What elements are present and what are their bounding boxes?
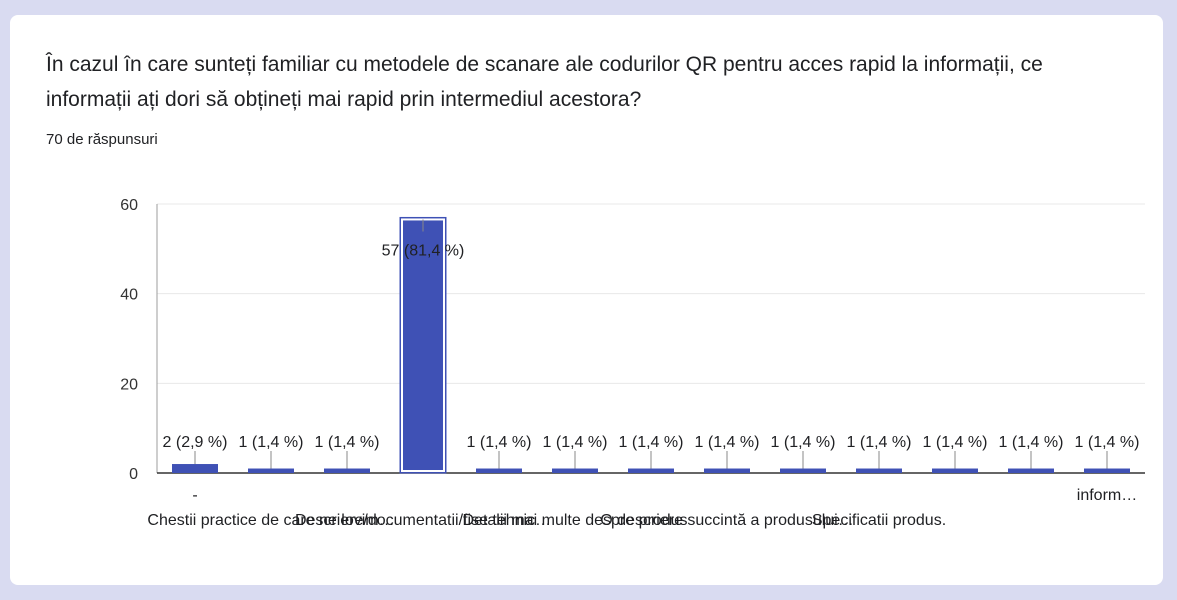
x-tick-labels: - Chestii practice de care ne lovim…Descr… — [147, 487, 1137, 529]
bar[interactable] — [1084, 468, 1130, 473]
data-label: 57 (81,4 %) — [382, 242, 465, 259]
x-tick-label: Descriere/documentatii/fise tehnic… — [295, 512, 551, 529]
x-tick-label: Specificatii produs. — [812, 512, 946, 529]
bars — [172, 216, 1130, 474]
bar[interactable] — [476, 468, 522, 473]
y-tick-label: 20 — [120, 376, 138, 393]
bar[interactable] — [704, 468, 750, 473]
bar[interactable] — [172, 464, 218, 473]
bar[interactable] — [932, 468, 978, 473]
data-label: 1 (1,4 %) — [1075, 434, 1140, 451]
data-label: 1 (1,4 %) — [315, 434, 380, 451]
data-label: 1 (1,4 %) — [239, 434, 304, 451]
data-label: 1 (1,4 %) — [999, 434, 1064, 451]
bar-chart: 0 20 40 60 2 (2,9 %) 1 (1,4 %) 1 (1,4 %) 57 (8… — [120, 197, 1145, 529]
response-count: 70 de răspunsuri — [46, 131, 158, 148]
bar[interactable] — [1008, 468, 1054, 473]
grid-lines — [157, 203, 1145, 384]
data-label: 1 (1,4 %) — [771, 434, 836, 451]
y-tick-label: 40 — [120, 287, 138, 304]
data-labels: 2 (2,9 %) 1 (1,4 %) 1 (1,4 %) 57 (81,4 %) 1 … — [163, 219, 1140, 469]
data-label: 1 (1,4 %) — [695, 434, 760, 451]
x-tick-label: O descriere succintă a produsului… — [600, 512, 853, 529]
x-tick-label: Chestii practice de care ne lovim… — [147, 512, 394, 529]
x-tick-label: Detalii mai multe despre produs — [463, 512, 688, 529]
y-tick-label: 0 — [129, 466, 138, 483]
data-label: 1 (1,4 %) — [619, 434, 684, 451]
bar[interactable] — [856, 468, 902, 473]
bar[interactable] — [399, 216, 447, 474]
bar[interactable] — [552, 468, 598, 473]
x-tick-label: inform… — [1077, 487, 1137, 504]
question-title: În cazul în care sunteți familiar cu met… — [46, 53, 1043, 111]
data-label: 1 (1,4 %) — [543, 434, 608, 451]
y-tick-label: 60 — [120, 197, 138, 214]
bar[interactable] — [628, 468, 674, 473]
question-card: În cazul în care sunteți familiar cu met… — [10, 15, 1163, 585]
data-label: 1 (1,4 %) — [467, 434, 532, 451]
bar[interactable] — [780, 468, 826, 473]
bar[interactable] — [324, 468, 370, 473]
data-label: 1 (1,4 %) — [923, 434, 988, 451]
data-label: 2 (2,9 %) — [163, 434, 228, 451]
bar[interactable] — [248, 468, 294, 473]
x-tick-label: - — [192, 487, 197, 504]
data-label: 1 (1,4 %) — [847, 434, 912, 451]
